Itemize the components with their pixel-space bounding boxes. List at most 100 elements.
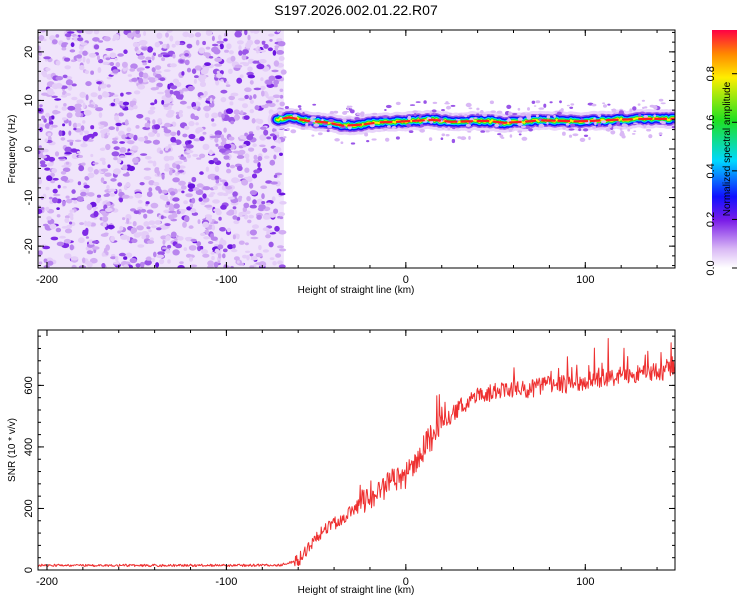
x-tick-label: -200 <box>36 274 58 286</box>
noise-speckle <box>231 93 239 97</box>
noise-speckle <box>70 244 74 250</box>
ridge-speckle <box>643 115 648 118</box>
ridge-speckle <box>527 116 532 120</box>
noise-speckle <box>155 65 161 70</box>
noise-speckle <box>197 183 204 187</box>
noise-speckle <box>228 211 234 214</box>
noise-speckle <box>145 123 151 128</box>
noise-speckle <box>170 90 174 94</box>
ridge-speckle <box>412 110 418 113</box>
noise-speckle <box>273 50 277 56</box>
ridge-speckle <box>559 100 562 103</box>
noise-speckle <box>112 138 118 141</box>
noise-speckle <box>119 198 123 203</box>
noise-speckle <box>279 56 285 61</box>
noise-speckle <box>44 168 50 171</box>
noise-speckle <box>264 156 270 159</box>
noise-speckle <box>61 137 66 141</box>
noise-speckle <box>195 65 202 70</box>
noise-speckle <box>242 255 247 259</box>
ridge-speckle <box>312 104 316 106</box>
noise-speckle <box>51 168 57 173</box>
noise-speckle <box>257 46 260 49</box>
ridge-speckle <box>599 127 605 129</box>
ridge-speckle <box>480 110 484 114</box>
noise-speckle <box>256 253 263 257</box>
noise-speckle <box>125 182 130 187</box>
noise-speckle <box>170 85 177 89</box>
noise-speckle <box>122 195 130 199</box>
ridge-speckle <box>562 132 566 136</box>
noise-speckle <box>92 240 99 243</box>
ridge-speckle <box>601 120 606 123</box>
y-tick-label: 10 <box>23 94 35 106</box>
noise-speckle <box>45 68 50 71</box>
y-tick-label: 0 <box>23 146 35 152</box>
noise-speckle <box>151 203 159 209</box>
ridge-speckle <box>423 100 426 104</box>
noise-speckle <box>249 134 254 137</box>
ridge-speckle <box>301 127 306 130</box>
noise-speckle <box>120 155 125 158</box>
ridge-speckle <box>410 104 415 106</box>
noise-speckle <box>263 214 271 220</box>
noise-speckle <box>244 168 249 173</box>
ridge-speckle <box>570 103 574 105</box>
noise-speckle <box>272 261 277 266</box>
noise-speckle <box>274 60 279 66</box>
noise-speckle <box>202 254 209 258</box>
noise-speckle <box>261 201 265 204</box>
ridge-speckle <box>653 114 656 117</box>
noise-speckle <box>161 100 164 105</box>
noise-speckle <box>71 148 78 152</box>
noise-speckle <box>96 199 100 203</box>
ridge-speckle <box>608 124 612 128</box>
ridge-speckle <box>627 129 630 132</box>
noise-speckle <box>201 69 209 75</box>
ridge-speckle <box>566 123 570 126</box>
noise-speckle <box>136 114 143 119</box>
noise-speckle <box>138 55 145 60</box>
noise-speckle <box>113 262 120 265</box>
noise-speckle <box>196 40 200 46</box>
noise-speckle <box>239 150 246 155</box>
noise-speckle <box>80 132 83 136</box>
ridge-speckle <box>302 112 305 116</box>
ridge-speckle <box>538 107 544 109</box>
noise-speckle <box>108 189 116 192</box>
noise-speckle <box>266 203 271 206</box>
noise-speckle <box>86 221 91 227</box>
noise-speckle <box>143 221 149 227</box>
noise-speckle <box>168 105 171 110</box>
noise-speckle <box>204 91 208 96</box>
noise-speckle <box>99 84 106 88</box>
noise-speckle <box>117 182 122 186</box>
noise-speckle <box>186 144 194 148</box>
ridge-speckle <box>643 124 646 128</box>
y-tick-label: -20 <box>23 238 35 254</box>
noise-speckle <box>240 74 244 78</box>
noise-speckle <box>105 208 113 212</box>
ridge-speckle <box>287 128 290 131</box>
noise-speckle <box>162 240 165 245</box>
noise-speckle <box>185 60 190 66</box>
noise-speckle <box>191 177 196 182</box>
noise-speckle <box>237 40 244 44</box>
noise-speckle <box>138 200 143 204</box>
ridge-speckle <box>446 106 451 110</box>
noise-speckle <box>270 160 276 166</box>
noise-speckle <box>115 58 118 61</box>
ridge-speckle <box>360 111 364 115</box>
y-tick-label: 400 <box>23 438 35 456</box>
noise-speckle <box>193 116 199 120</box>
noise-speckle <box>97 55 100 60</box>
ridge-speckle <box>485 130 489 132</box>
ridge-speckle <box>562 126 566 129</box>
noise-speckle <box>228 69 233 74</box>
noise-speckle <box>63 75 68 79</box>
noise-speckle <box>61 171 66 175</box>
noise-speckle <box>107 225 115 229</box>
ridge-speckle <box>442 127 445 130</box>
ridge-speckle <box>467 131 471 133</box>
